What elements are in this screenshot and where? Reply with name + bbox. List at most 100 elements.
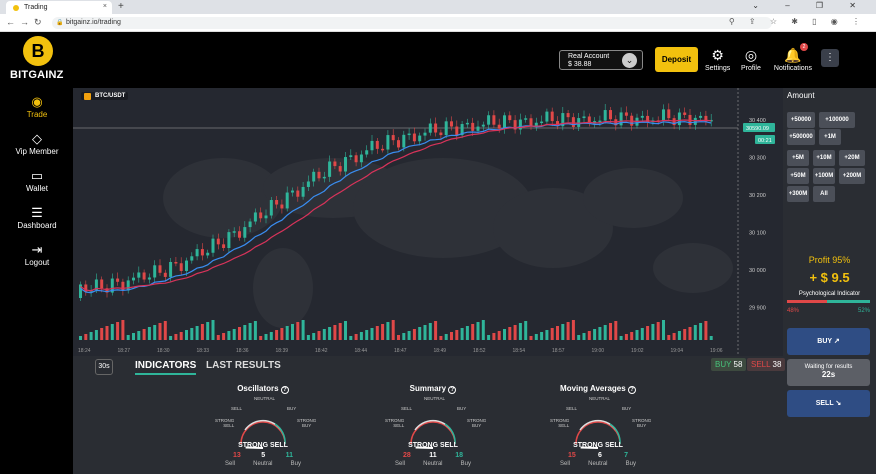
account-selector[interactable]: Real Account $ 38.88 ⌄ — [559, 50, 643, 70]
notification-badge: 2 — [800, 43, 808, 51]
pair-selector[interactable]: BTC/USDT — [81, 92, 129, 100]
gauge-counts: 15 6 7 — [568, 452, 628, 459]
candle-body — [407, 133, 411, 136]
candle-body — [386, 135, 390, 150]
candle-body — [222, 244, 226, 249]
volume-bar — [481, 320, 485, 340]
volume-bar — [677, 331, 681, 340]
amount-button-500000[interactable]: +500000 — [787, 129, 815, 145]
notifications-button[interactable]: 🔔 2 Notifications — [772, 43, 814, 72]
amount-button-1m[interactable]: +1M — [819, 129, 841, 145]
volume-bar — [137, 331, 141, 340]
sidebar-item-label: Wallet — [26, 184, 48, 193]
gauge-title-text: Oscillators — [237, 384, 279, 393]
candle-body — [301, 186, 305, 197]
amount-button-200m[interactable]: +200M — [839, 168, 865, 184]
url-field[interactable]: 🔒 bitgainz.io/trading — [52, 17, 772, 29]
candle-body — [153, 265, 157, 278]
deposit-button[interactable]: Deposit — [655, 47, 698, 72]
volume-bar — [280, 328, 284, 340]
candle-body — [84, 284, 88, 292]
candle-body — [699, 115, 703, 118]
amount-button-10m[interactable]: +10M — [813, 150, 835, 166]
candle-body — [354, 155, 358, 163]
amount-button-5m[interactable]: +5M — [787, 150, 809, 166]
forward-icon[interactable]: → — [20, 17, 29, 27]
help-icon[interactable]: ? — [280, 386, 289, 394]
gauge-neutral-label: Neutral — [423, 461, 443, 467]
tab-last-results[interactable]: LAST RESULTS — [206, 360, 281, 371]
amount-button-50m[interactable]: +50M — [787, 168, 809, 184]
close-tab-icon[interactable]: × — [102, 3, 107, 10]
gauge-label-strong-buy: STRONG BUY — [297, 418, 317, 428]
reload-icon[interactable]: ↻ — [34, 17, 42, 27]
amount-button-300m[interactable]: +300M — [787, 186, 809, 202]
extension-icons[interactable]: ⚲ ⇪ ☆ ✱ ▯ ◉ ⋮ — [728, 17, 866, 26]
new-tab-button[interactable]: + — [118, 1, 124, 12]
amount-button-100m[interactable]: +100M — [813, 168, 835, 184]
more-menu-icon[interactable]: ⋮ — [821, 49, 839, 67]
back-icon[interactable]: ← — [6, 17, 15, 27]
y-axis-tick: 29 900 — [749, 306, 766, 312]
volume-bar — [693, 325, 697, 340]
volume-bar — [200, 324, 204, 340]
sidebar-item-dashboard[interactable]: ☰ Dashboard — [0, 205, 74, 242]
buy-count-value: 58 — [733, 360, 743, 369]
gauge-label-neutral: NEUTRAL — [589, 396, 611, 401]
sidebar-item-trade[interactable]: ◉ Trade — [0, 94, 74, 131]
volume-bar — [238, 327, 241, 340]
gauge-dial — [240, 419, 286, 449]
amount-button-20m[interactable]: +20M — [839, 150, 865, 166]
volume-bar — [116, 322, 120, 340]
timeframe-button[interactable]: 30s — [95, 359, 113, 375]
volume-bar — [571, 320, 575, 340]
profile-button[interactable]: ◎ Profile — [741, 45, 761, 72]
sidebar-item-logout[interactable]: ⇥ Logout — [0, 242, 74, 279]
volume-bar — [609, 323, 612, 340]
sidebar-item-wallet[interactable]: ▭ Wallet — [0, 168, 74, 205]
candle-body — [704, 115, 708, 122]
volume-bar — [179, 332, 183, 340]
candle-body — [169, 261, 173, 277]
volume-bar — [269, 332, 273, 340]
candle-body — [322, 176, 326, 179]
browser-tab[interactable]: Trading × — [6, 1, 112, 14]
volume-bar — [232, 329, 236, 340]
favicon-icon — [13, 5, 19, 11]
brand-logo[interactable]: B BITGAINZ — [10, 36, 66, 86]
gauge-arc-buy — [609, 423, 621, 445]
candle-body — [269, 200, 273, 216]
sidebar: ◉ Trade ◇ Vip Member ▭ Wallet ☰ Dashboar… — [0, 94, 74, 279]
window-controls[interactable]: ⌄ – ❐ ✕ — [752, 1, 868, 10]
amount-button-100000[interactable]: +100000 — [819, 112, 855, 128]
candlestick-chart-svg: 30 400 30 300 30 200 30 100 30 000 29 900 18:2… — [73, 88, 775, 356]
candle-body — [248, 221, 252, 228]
tab-indicators[interactable]: INDICATORS — [135, 360, 197, 375]
x-axis-tick: 18:33 — [197, 348, 210, 354]
waiting-timer: 22s — [821, 370, 836, 379]
gauge-buy-label: Buy — [625, 461, 636, 467]
candle-body — [312, 171, 316, 182]
help-icon[interactable]: ? — [627, 386, 636, 394]
volume-bar — [375, 326, 379, 340]
sell-button[interactable]: SELL ↘ — [787, 390, 870, 417]
volume-bar — [407, 331, 411, 340]
volume-bar — [699, 323, 703, 340]
gauge-buy-label: Buy — [290, 461, 301, 467]
gauge-neutral-label: Neutral — [253, 461, 273, 467]
volume-bar — [439, 336, 443, 340]
help-icon[interactable]: ? — [448, 386, 457, 394]
amount-title: Amount — [787, 91, 815, 100]
sidebar-item-vip-member[interactable]: ◇ Vip Member — [0, 131, 74, 168]
amount-button-50000[interactable]: +50000 — [787, 112, 815, 128]
gauge-counts: 28 11 18 — [403, 452, 463, 459]
candle-body — [667, 109, 671, 119]
amount-button-all[interactable]: All — [813, 186, 835, 202]
gauge-sell-count: 13 — [233, 452, 241, 459]
price-chart[interactable]: 30 400 30 300 30 200 30 100 30 000 29 900 18:2… — [73, 88, 783, 356]
gauge-summary: Summary ? STRONG SELL SELL NEUTRAL BUY STRONG… — [373, 384, 493, 474]
volume-bar — [79, 336, 82, 340]
volume-bar — [253, 321, 257, 340]
settings-button[interactable]: ⚙ Settings — [705, 45, 730, 72]
buy-button[interactable]: BUY ↗ — [787, 328, 870, 355]
